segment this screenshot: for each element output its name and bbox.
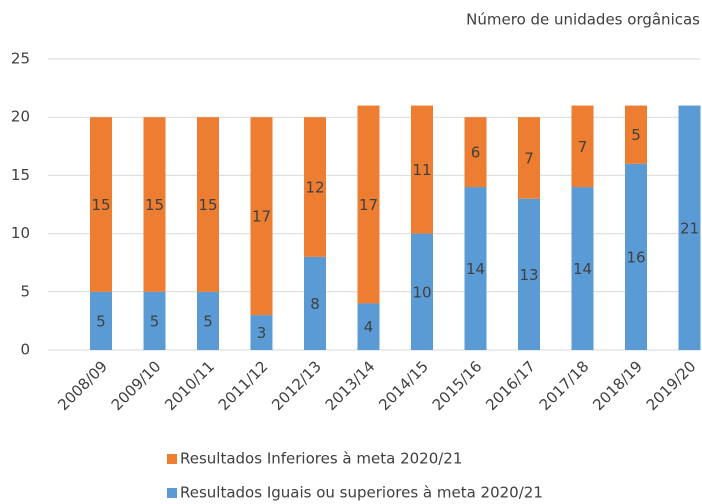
bar-segment xyxy=(411,233,433,350)
bar-segment xyxy=(304,256,326,350)
value-label: 17 xyxy=(359,196,378,214)
value-label: 14 xyxy=(573,260,592,278)
legend-swatch xyxy=(167,488,177,498)
value-label: 21 xyxy=(680,219,699,237)
y-tick-label: 10 xyxy=(11,224,30,242)
bar-segment xyxy=(250,117,273,316)
value-label: 7 xyxy=(578,138,588,156)
bar-segment xyxy=(464,117,487,188)
value-label: 8 xyxy=(310,295,320,313)
value-label: 5 xyxy=(631,126,641,144)
y-tick-label: 5 xyxy=(20,282,30,300)
bar-segment xyxy=(571,105,594,188)
x-tick-label: 2015/16 xyxy=(429,357,486,414)
bar-segment xyxy=(411,105,433,234)
x-tick-label: 2012/13 xyxy=(268,357,325,414)
bar-segment xyxy=(464,187,487,350)
bar-segment xyxy=(197,291,219,350)
value-label: 15 xyxy=(91,196,110,214)
value-label: 12 xyxy=(305,179,324,197)
x-tick-label: 2010/11 xyxy=(161,357,218,414)
x-tick-label: 2019/20 xyxy=(643,357,700,414)
bar-segment xyxy=(571,187,594,350)
x-tick-label: 2013/14 xyxy=(322,357,379,414)
bar-segment xyxy=(518,117,540,199)
chart-title: Número de unidades orgânicas xyxy=(466,11,700,29)
value-label: 7 xyxy=(524,149,534,167)
value-label: 15 xyxy=(198,196,217,214)
value-label: 5 xyxy=(203,312,213,330)
value-label: 13 xyxy=(519,266,538,284)
value-label: 5 xyxy=(150,312,160,330)
bar-segment xyxy=(90,117,112,292)
bar-segment xyxy=(197,117,219,292)
value-label: 15 xyxy=(145,196,164,214)
y-tick-label: 20 xyxy=(11,108,30,126)
x-tick-label: 2011/12 xyxy=(215,357,272,414)
y-tick-label: 0 xyxy=(20,341,30,359)
legend-swatch xyxy=(167,454,177,464)
x-tick-label: 2016/17 xyxy=(482,357,539,414)
bar-segment xyxy=(250,315,273,350)
bar-segment xyxy=(678,105,701,350)
y-tick-label: 25 xyxy=(11,50,30,68)
bar-segment xyxy=(625,163,647,350)
x-tick-label: 2017/18 xyxy=(536,357,593,414)
value-label: 6 xyxy=(471,144,481,162)
x-tick-label: 2018/19 xyxy=(589,357,646,414)
legend-label: Resultados Iguais ou superiores à meta 2… xyxy=(180,484,543,502)
bar-segment xyxy=(357,303,380,350)
bar-segment xyxy=(357,105,380,304)
value-label: 5 xyxy=(96,312,106,330)
bar-segment xyxy=(143,291,166,350)
bar-segment xyxy=(143,117,166,292)
bar-segment xyxy=(625,105,647,164)
value-label: 10 xyxy=(412,283,431,301)
value-label: 17 xyxy=(252,208,271,226)
legend-label: Resultados Inferiores à meta 2020/21 xyxy=(180,450,462,468)
value-label: 16 xyxy=(626,248,645,266)
bar-segment xyxy=(518,198,540,350)
value-label: 11 xyxy=(412,161,431,179)
y-tick-label: 15 xyxy=(11,166,30,184)
bar-segment xyxy=(90,291,112,350)
value-label: 14 xyxy=(466,260,485,278)
x-tick-label: 2008/09 xyxy=(54,357,111,414)
value-label: 3 xyxy=(257,324,267,342)
x-tick-label: 2014/15 xyxy=(375,357,432,414)
bar-segment xyxy=(304,117,326,257)
x-tick-label: 2009/10 xyxy=(108,357,165,414)
value-label: 4 xyxy=(364,318,374,336)
